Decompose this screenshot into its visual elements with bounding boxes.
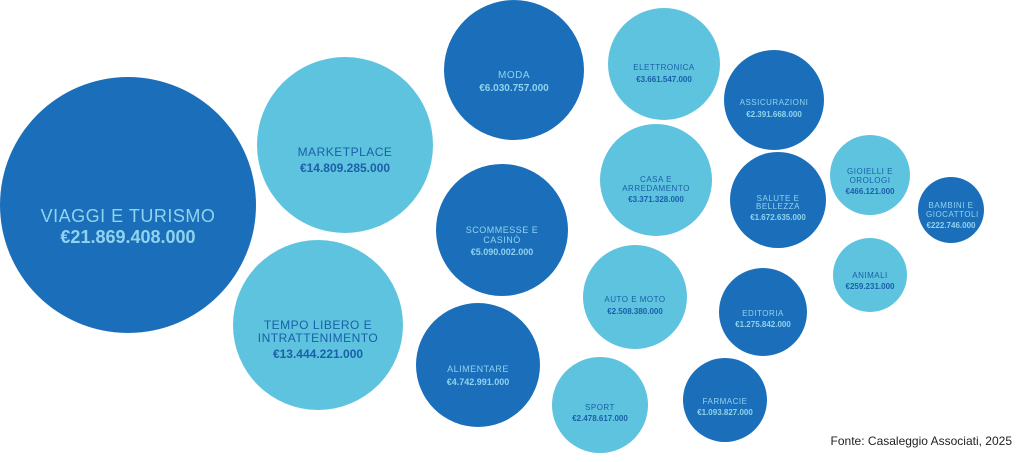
bubble: EDITORIA €1.275.842.000 [719,268,807,356]
value-label: €222.746.000 [926,220,976,230]
bubble: AUTO E MOTO €2.508.380.000 [583,245,687,349]
bubble: ELETTRONICA €3.661.547.000 [608,8,720,120]
value-label: €4.742.991.000 [446,376,510,387]
bubble: CASA E ARREDAMENTO €3.371.328.000 [600,124,712,236]
value-label: €21.869.408.000 [60,227,196,248]
bubble: MARKETPLACE €14.809.285.000 [257,57,433,233]
bubble: BAMBINI E GIOCATTOLI €222.746.000 [918,177,984,243]
value-label: €13.444.221.000 [272,346,364,361]
bubble-label: SPORT [585,402,615,412]
bubble: SCOMMESSE E CASINÒ €5.090.002.000 [436,164,568,296]
bubble: ANIMALI €259.231.000 [833,238,907,312]
value-label: €1.275.842.000 [735,320,791,330]
value-label: €259.231.000 [845,282,895,292]
bubble: ALIMENTARE €4.742.991.000 [416,303,540,427]
bubble: FARMACIE €1.093.827.000 [683,358,767,442]
value-label: €14.809.285.000 [299,160,391,175]
bubble-label: ELETTRONICA [633,63,695,73]
value-label: €1.093.827.000 [697,408,753,418]
value-label: €3.371.328.000 [628,194,684,204]
bubble-label: TEMPO LIBERO E INTRATTENIMENTO [257,318,379,345]
bubble-label: ASSICURAZIONI [739,98,809,108]
source: Fonte: Casaleggio Associati, 2025 [830,434,1012,448]
bubble: SALUTE E BELLEZZA €1.672.635.000 [730,152,826,248]
bubble-label: GIOIELLI E OROLOGI [847,167,893,185]
value-label: €2.478.617.000 [572,414,628,424]
bubble-label: AUTO E MOTO [604,295,666,305]
bubble-label: BAMBINI E GIOCATTOLI [926,201,979,219]
bubble: GIOIELLI E OROLOGI €466.121.000 [830,135,910,215]
bubble-label: ANIMALI [852,270,888,280]
value-label: €6.030.757.000 [479,83,549,95]
bubble-label: FARMACIE [702,396,748,406]
value-label: €466.121.000 [845,186,895,196]
bubble-label: SCOMMESSE E CASINÒ [465,225,539,245]
value-label: €1.672.635.000 [750,213,806,223]
bubble-label: MARKETPLACE [297,145,393,160]
value-label: €2.508.380.000 [607,306,663,316]
value-label: €5.090.002.000 [470,246,534,257]
bubble-label: VIAGGI E TURISMO [40,205,216,226]
bubble-label: SALUTE E BELLEZZA [755,193,800,211]
bubble-label: ALIMENTARE [447,364,509,375]
bubble: TEMPO LIBERO E INTRATTENIMENTO €13.444.22… [233,240,403,410]
bubble-label: MODA [498,69,530,81]
bubble: MODA €6.030.757.000 [444,0,584,140]
value-label: €2.391.668.000 [746,109,802,119]
value-label: €3.661.547.000 [636,74,692,84]
bubble: SPORT €2.478.617.000 [552,357,648,453]
bubble: ASSICURAZIONI €2.391.668.000 [724,50,824,150]
bubble-label: CASA E ARREDAMENTO [622,175,690,193]
bubble-label: EDITORIA [742,308,784,318]
bubble: VIAGGI E TURISMO €21.869.408.000 [0,77,256,333]
